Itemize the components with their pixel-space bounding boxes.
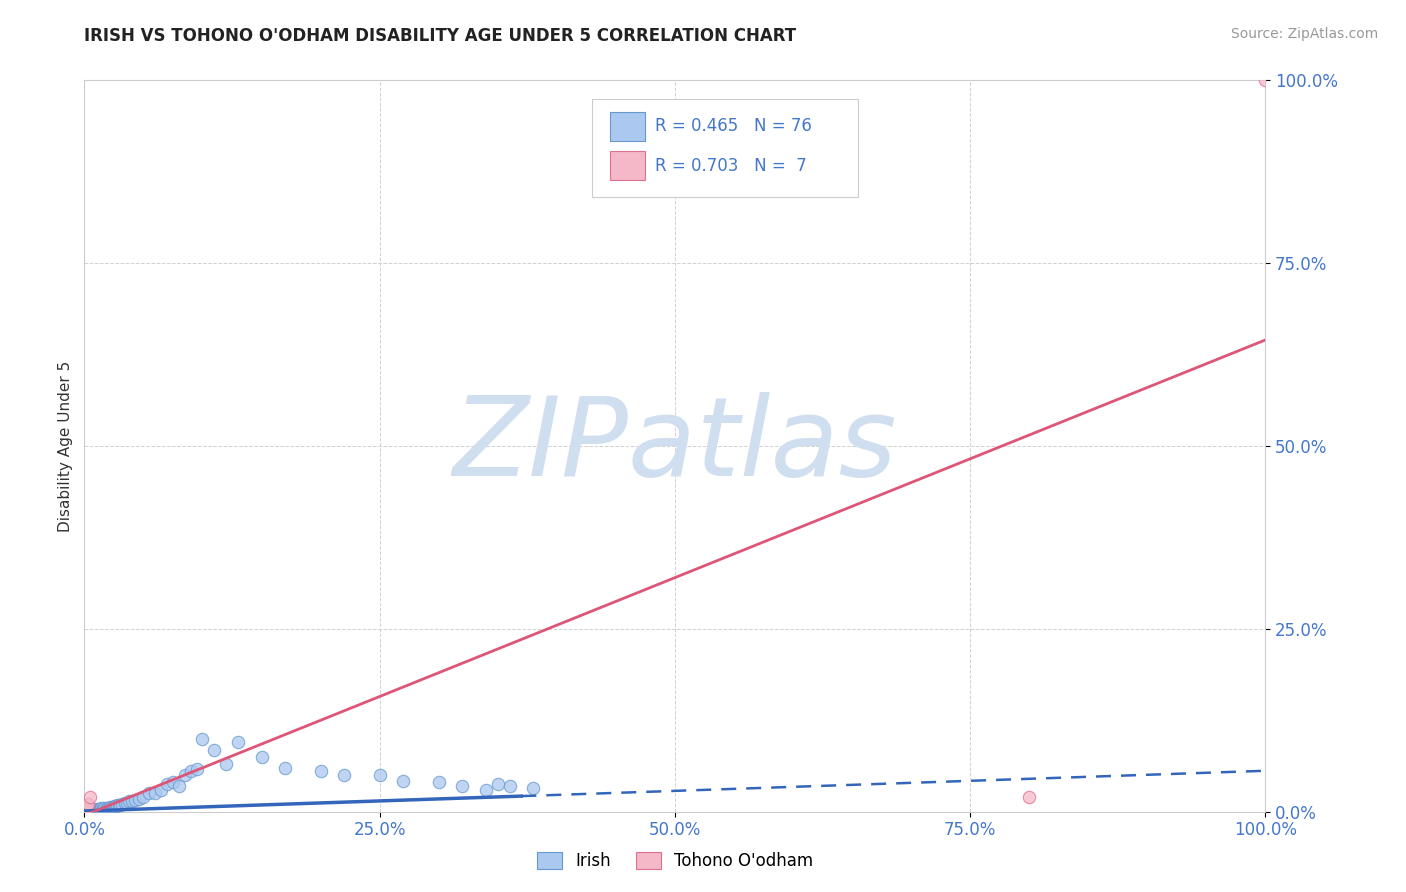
Point: [180, 764, 202, 779]
Point: [84, 803, 107, 817]
Text: R = 0.465   N = 76: R = 0.465 N = 76: [655, 118, 811, 136]
Point: [427, 775, 450, 789]
Point: [97, 802, 120, 816]
FancyBboxPatch shape: [610, 152, 645, 180]
Point: [77, 803, 100, 817]
Point: [82, 804, 104, 818]
Point: [76, 804, 98, 818]
Point: [167, 779, 190, 793]
Point: [118, 795, 141, 809]
Point: [101, 799, 124, 814]
Point: [84, 803, 107, 817]
Point: [77, 803, 100, 817]
Point: [138, 787, 160, 801]
Y-axis label: Disability Age Under 5: Disability Age Under 5: [58, 360, 73, 532]
Text: R = 0.703   N =  7: R = 0.703 N = 7: [655, 157, 807, 175]
Point: [94, 802, 117, 816]
Point: [87, 802, 110, 816]
Point: [73, 805, 96, 819]
Point: [104, 798, 127, 813]
FancyBboxPatch shape: [592, 99, 858, 197]
Point: [121, 794, 143, 808]
Point: [124, 793, 146, 807]
Point: [498, 779, 520, 793]
Point: [83, 804, 105, 818]
Point: [89, 802, 111, 816]
Point: [77, 804, 100, 818]
Point: [90, 803, 112, 817]
Point: [79, 803, 101, 817]
Point: [83, 803, 105, 817]
Text: IRISH VS TOHONO O'ODHAM DISABILITY AGE UNDER 5 CORRELATION CHART: IRISH VS TOHONO O'ODHAM DISABILITY AGE U…: [84, 27, 796, 45]
Point: [84, 803, 107, 817]
Point: [226, 735, 249, 749]
Point: [84, 803, 107, 817]
Point: [1018, 790, 1040, 805]
Point: [91, 803, 114, 817]
Point: [107, 798, 129, 813]
Point: [274, 761, 297, 775]
Point: [486, 777, 509, 791]
Point: [215, 757, 238, 772]
Point: [98, 800, 121, 814]
Point: [128, 791, 150, 805]
Point: [98, 801, 121, 815]
Text: ZIPatlas: ZIPatlas: [453, 392, 897, 500]
Point: [79, 804, 101, 818]
Point: [368, 768, 391, 782]
Point: [392, 774, 415, 789]
Point: [475, 782, 498, 797]
Point: [90, 801, 112, 815]
Point: [79, 790, 101, 805]
Point: [91, 802, 114, 816]
Point: [96, 801, 118, 815]
Point: [150, 782, 173, 797]
Point: [86, 802, 108, 816]
Point: [93, 801, 115, 815]
Point: [333, 768, 356, 782]
Point: [75, 803, 97, 817]
Point: [82, 803, 104, 817]
Point: [162, 775, 184, 789]
Point: [451, 779, 474, 793]
Point: [132, 790, 155, 805]
Point: [202, 742, 225, 756]
Point: [100, 800, 122, 814]
Point: [108, 798, 131, 813]
Point: [86, 803, 108, 817]
Point: [107, 798, 129, 813]
Point: [80, 803, 103, 817]
Point: [103, 799, 125, 814]
Point: [73, 805, 96, 819]
Point: [111, 797, 134, 812]
Point: [250, 749, 273, 764]
Point: [191, 731, 214, 746]
Point: [114, 796, 136, 810]
Point: [186, 762, 208, 776]
Point: [76, 801, 98, 815]
Point: [77, 804, 100, 818]
Point: [75, 805, 97, 819]
Point: [522, 781, 544, 796]
Point: [173, 768, 195, 782]
Point: [115, 796, 138, 810]
Point: [87, 803, 110, 817]
Point: [309, 764, 332, 779]
Point: [156, 777, 179, 791]
Point: [143, 787, 166, 801]
Point: [80, 804, 103, 818]
Point: [77, 797, 100, 812]
Point: [1254, 73, 1277, 87]
Text: Source: ZipAtlas.com: Source: ZipAtlas.com: [1230, 27, 1378, 41]
Point: [89, 803, 111, 817]
FancyBboxPatch shape: [610, 112, 645, 141]
Point: [105, 798, 128, 813]
Legend: Irish, Tohono O'odham: Irish, Tohono O'odham: [530, 845, 820, 877]
